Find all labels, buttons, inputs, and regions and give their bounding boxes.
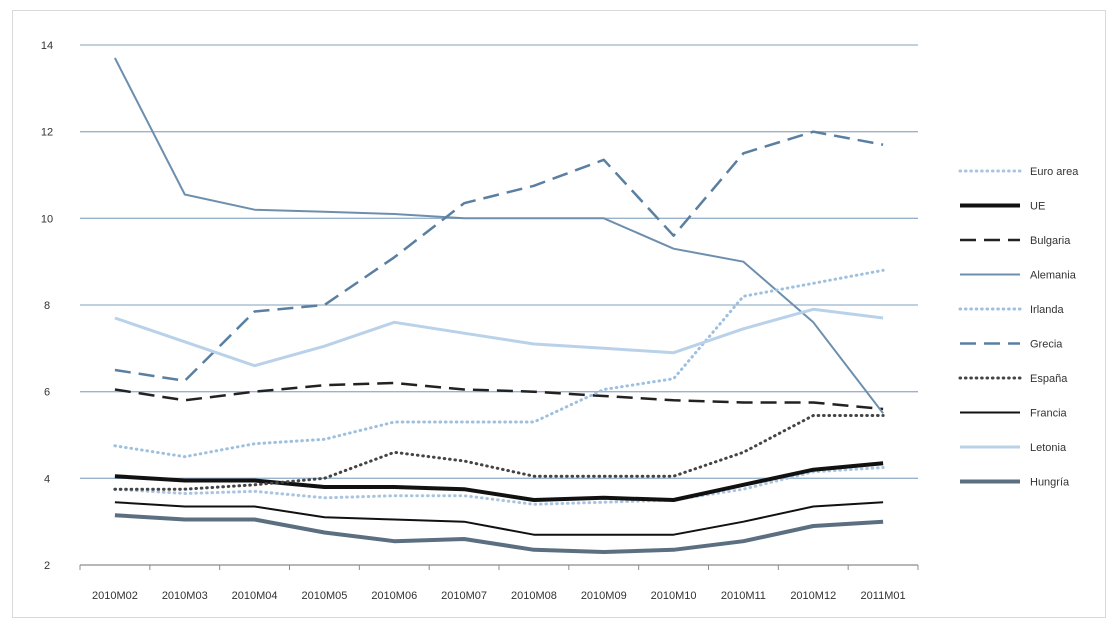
series-line-4 <box>113 268 885 459</box>
series-line-9 <box>114 513 884 554</box>
legend-label: Bulgaria <box>1030 235 1071 247</box>
x-tick-label: 2010M10 <box>651 590 697 602</box>
series-line-1 <box>114 461 884 502</box>
series-line-7 <box>114 501 884 536</box>
chart-frame <box>12 10 1106 618</box>
x-tick-label: 2011M01 <box>861 590 906 602</box>
y-tick-label: 10 <box>41 213 53 225</box>
x-tick-label: 2010M03 <box>162 590 208 602</box>
series-line-2 <box>114 381 884 411</box>
x-tick-label: 2010M12 <box>790 590 836 602</box>
legend-label: Grecia <box>1030 339 1063 351</box>
x-tick-label: 2010M09 <box>581 590 627 602</box>
legend-label: Francia <box>1030 408 1068 420</box>
x-tick-label: 2010M06 <box>371 590 417 602</box>
x-tick-label: 2010M08 <box>511 590 557 602</box>
legend-label: Letonia <box>1030 442 1067 454</box>
x-tick-label: 2010M04 <box>232 590 278 602</box>
y-tick-label: 4 <box>44 473 50 485</box>
legend-label: UE <box>1030 201 1045 213</box>
y-tick-label: 12 <box>41 127 53 139</box>
y-tick-label: 2 <box>44 560 50 572</box>
x-tick-label: 2010M11 <box>721 590 766 602</box>
legend-label: Hungría <box>1030 477 1070 489</box>
x-tick-label: 2010M02 <box>92 590 138 602</box>
legend-label: España <box>1030 373 1068 385</box>
legend-label: Alemania <box>1030 270 1077 282</box>
series-line-8 <box>114 307 884 368</box>
y-tick-label: 6 <box>44 387 50 399</box>
series-line-0 <box>113 466 885 506</box>
y-tick-label: 14 <box>41 40 53 52</box>
series-line-3 <box>114 57 884 414</box>
series-line-6 <box>113 414 885 491</box>
x-tick-label: 2010M07 <box>441 590 487 602</box>
x-tick-label: 2010M05 <box>301 590 347 602</box>
y-tick-label: 8 <box>44 300 50 312</box>
legend-label: Euro area <box>1030 166 1079 178</box>
legend-label: Irlanda <box>1030 304 1065 316</box>
series-line-5 <box>114 130 884 383</box>
